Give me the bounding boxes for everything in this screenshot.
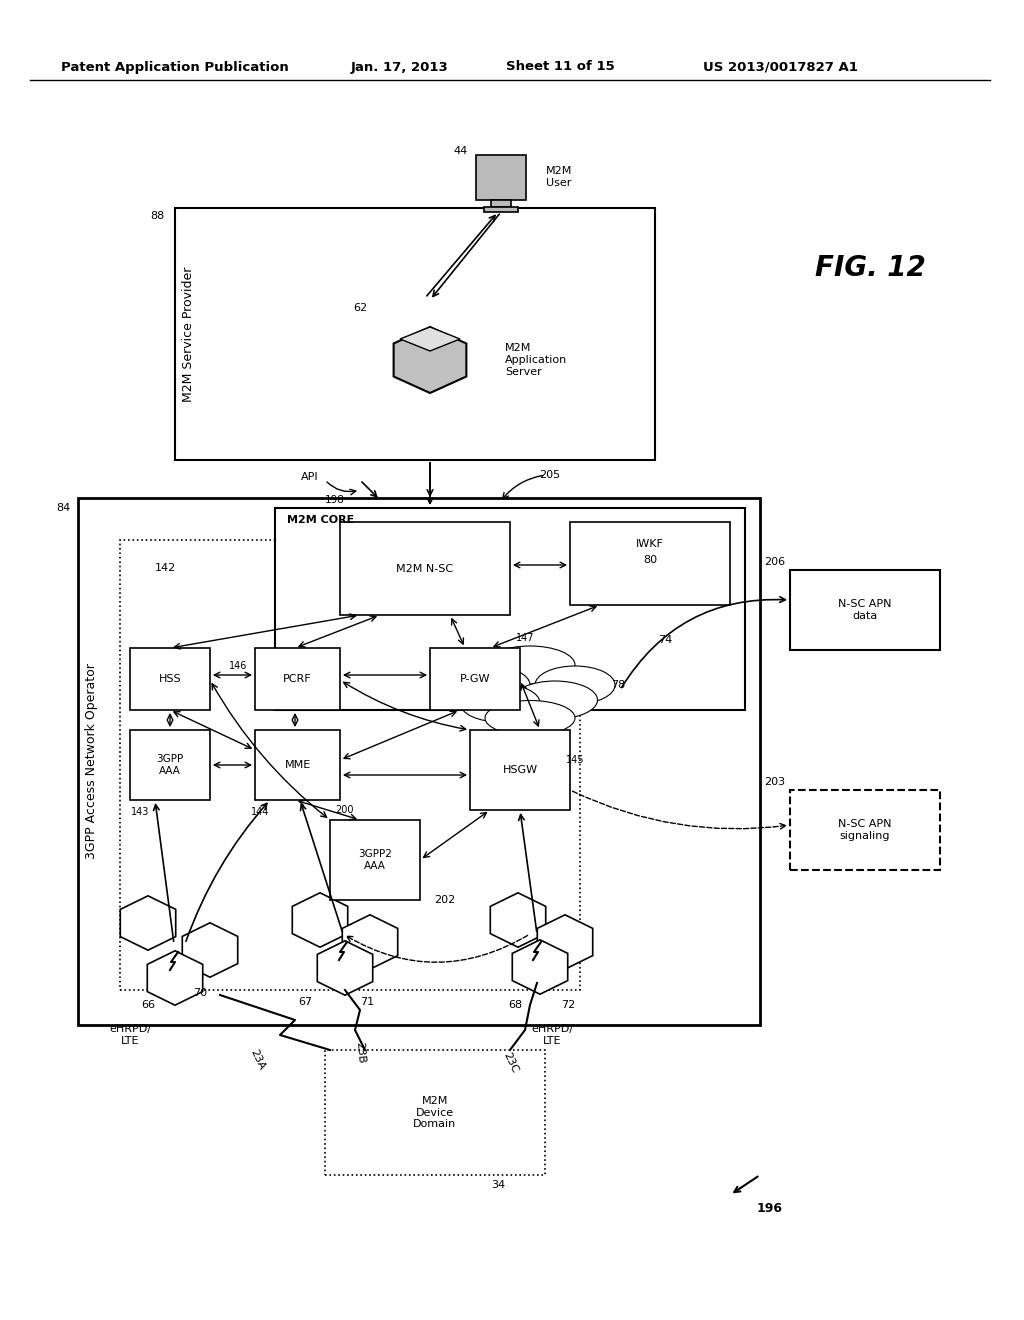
Text: 23B: 23B	[354, 1041, 366, 1064]
Text: FIG. 12: FIG. 12	[815, 253, 926, 282]
Text: 72: 72	[561, 1001, 575, 1010]
Bar	[430, 648, 520, 710]
Text: MME: MME	[285, 760, 310, 770]
Text: M2M
Application
Server: M2M Application Server	[505, 343, 567, 376]
Bar	[470, 730, 570, 810]
Polygon shape	[292, 892, 348, 948]
Bar	[325, 1049, 545, 1175]
Bar	[175, 209, 655, 459]
Bar	[275, 508, 745, 710]
Text: 70: 70	[193, 987, 207, 998]
Polygon shape	[182, 923, 238, 977]
Text: HSGW: HSGW	[503, 766, 538, 775]
Ellipse shape	[485, 701, 575, 735]
Text: HSS: HSS	[159, 675, 181, 684]
Text: 202: 202	[434, 895, 456, 906]
Text: 145: 145	[565, 755, 585, 766]
Text: 205: 205	[540, 470, 560, 480]
Text: US 2013/0017827 A1: US 2013/0017827 A1	[702, 61, 857, 74]
Text: Sheet 11 of 15: Sheet 11 of 15	[506, 61, 614, 74]
Text: eHRPD/
LTE: eHRPD/ LTE	[109, 1024, 151, 1045]
Bar	[790, 570, 940, 649]
Text: M2M Service Provider: M2M Service Provider	[181, 267, 195, 401]
Text: N-SC APN
data: N-SC APN data	[839, 599, 892, 620]
Ellipse shape	[512, 681, 597, 719]
Text: 196: 196	[757, 1201, 783, 1214]
Text: 62: 62	[353, 304, 367, 313]
Polygon shape	[400, 327, 460, 351]
Text: 84: 84	[56, 503, 70, 513]
Bar	[255, 648, 340, 710]
Text: 68: 68	[508, 1001, 522, 1010]
Text: 74: 74	[657, 635, 672, 645]
Text: 80: 80	[643, 554, 657, 565]
Text: M2M N-SC: M2M N-SC	[396, 564, 454, 573]
Bar	[130, 648, 210, 710]
Text: IWKF: IWKF	[636, 539, 664, 549]
Text: 34: 34	[490, 1180, 505, 1191]
Polygon shape	[317, 941, 373, 995]
Ellipse shape	[485, 645, 575, 684]
Polygon shape	[538, 915, 593, 969]
Text: 203: 203	[764, 777, 785, 787]
Bar	[476, 154, 526, 201]
Bar	[484, 207, 518, 213]
Polygon shape	[490, 892, 546, 948]
Text: 206: 206	[764, 557, 785, 568]
Text: 88: 88	[150, 211, 164, 220]
Bar	[255, 730, 340, 800]
Polygon shape	[512, 940, 567, 994]
Text: API: API	[301, 473, 318, 482]
Bar	[790, 789, 940, 870]
Text: N-SC APN
signaling: N-SC APN signaling	[839, 820, 892, 841]
Text: 23C: 23C	[501, 1051, 519, 1074]
Text: 144: 144	[251, 807, 269, 817]
Text: 146: 146	[228, 661, 247, 671]
Polygon shape	[120, 896, 176, 950]
Bar	[570, 521, 730, 605]
Text: M2M CORE: M2M CORE	[287, 515, 354, 525]
Text: 67: 67	[298, 997, 312, 1007]
Polygon shape	[393, 327, 466, 393]
Text: PCRF: PCRF	[284, 675, 312, 684]
Ellipse shape	[460, 684, 540, 722]
Bar	[120, 540, 580, 990]
Text: M2M
Device
Domain: M2M Device Domain	[414, 1096, 457, 1129]
Polygon shape	[342, 915, 397, 969]
Text: 142: 142	[155, 564, 176, 573]
Text: 71: 71	[360, 997, 374, 1007]
Polygon shape	[147, 950, 203, 1006]
Text: 200: 200	[336, 805, 354, 814]
Text: 3GPP
AAA: 3GPP AAA	[157, 754, 183, 776]
Bar	[340, 521, 510, 615]
Text: 44: 44	[454, 147, 468, 156]
Text: 66: 66	[141, 1001, 155, 1010]
Text: 147: 147	[516, 634, 535, 643]
Ellipse shape	[450, 667, 530, 704]
Text: Patent Application Publication: Patent Application Publication	[61, 61, 289, 74]
Ellipse shape	[535, 667, 615, 704]
Bar	[330, 820, 420, 900]
Bar	[490, 201, 511, 207]
Text: 78: 78	[611, 680, 625, 690]
Text: Jan. 17, 2013: Jan. 17, 2013	[351, 61, 449, 74]
Text: 3GPP Access Network Operator: 3GPP Access Network Operator	[85, 664, 97, 859]
Text: M2M
User: M2M User	[546, 166, 572, 187]
Text: 23A: 23A	[248, 1048, 266, 1072]
Bar	[130, 730, 210, 800]
Text: 3GPP2
AAA: 3GPP2 AAA	[358, 849, 392, 871]
Text: eHRPD/
LTE: eHRPD/ LTE	[531, 1024, 573, 1045]
Text: 198: 198	[325, 495, 345, 506]
Text: P-GW: P-GW	[460, 675, 490, 684]
Bar	[78, 498, 760, 1026]
Text: 143: 143	[131, 807, 150, 817]
